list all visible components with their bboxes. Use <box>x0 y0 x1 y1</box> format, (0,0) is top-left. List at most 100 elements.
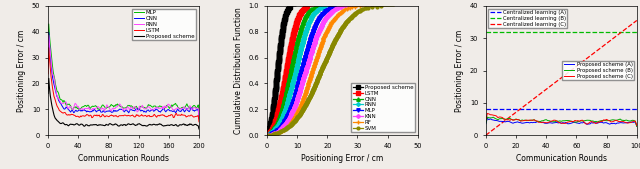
Proposed scheme (C) <box>521 119 529 122</box>
Proposed scheme <box>183 124 191 126</box>
MLP <box>45 23 52 25</box>
Centralized learning (C) <box>520 105 527 107</box>
CNN <box>308 7 316 9</box>
MLP <box>45 35 53 37</box>
LSTM <box>292 21 300 23</box>
Proposed scheme <box>195 128 203 130</box>
CNN <box>321 5 328 7</box>
RNN <box>44 65 52 67</box>
Proposed scheme (B) <box>589 120 597 122</box>
RNN <box>277 119 285 122</box>
KNN <box>319 21 327 23</box>
MLP <box>44 56 52 58</box>
Y-axis label: Cumulative Distribution Function: Cumulative Distribution Function <box>234 7 243 134</box>
Centralized learning (B) <box>552 31 559 33</box>
LSTM <box>301 7 308 9</box>
RNN <box>100 108 108 110</box>
Centralized learning (C) <box>552 81 559 83</box>
MLP <box>326 7 334 9</box>
LSTM <box>195 121 203 123</box>
RNN <box>45 34 52 36</box>
Proposed scheme <box>272 84 280 87</box>
Proposed scheme (A) <box>553 121 561 123</box>
Proposed scheme (B) <box>633 125 640 127</box>
CNN <box>263 134 271 136</box>
LSTM <box>263 134 271 136</box>
Proposed scheme <box>58 122 66 124</box>
SVM <box>297 112 305 114</box>
Proposed scheme (B) <box>553 120 561 122</box>
CNN <box>44 61 52 63</box>
LSTM <box>45 58 53 60</box>
Legend: Centralized learning (A), Centralized learning (B), Centralized learning (C): Centralized learning (A), Centralized le… <box>488 9 568 28</box>
SVM <box>291 119 299 122</box>
RNN <box>58 102 66 104</box>
Centralized learning (B) <box>493 31 500 33</box>
Centralized learning (A) <box>588 108 595 110</box>
RF <box>328 21 335 23</box>
MLP <box>108 104 116 106</box>
Line: Proposed scheme: Proposed scheme <box>48 78 199 129</box>
Centralized learning (B) <box>573 31 580 33</box>
Line: LSTM: LSTM <box>48 48 199 122</box>
RNN <box>263 134 271 136</box>
KNN <box>288 112 296 114</box>
LSTM <box>100 115 108 117</box>
Proposed scheme <box>292 5 300 7</box>
LSTM <box>183 116 191 118</box>
Centralized learning (B) <box>633 31 640 33</box>
SVM <box>311 84 319 87</box>
Proposed scheme (A) <box>521 122 529 124</box>
Proposed scheme <box>280 21 287 23</box>
KNN <box>333 7 340 9</box>
MLP <box>183 103 191 105</box>
Proposed scheme <box>44 92 52 94</box>
Centralized learning (C) <box>595 48 603 50</box>
SVM <box>313 79 321 81</box>
Line: Proposed scheme (B): Proposed scheme (B) <box>486 117 637 126</box>
Centralized learning (A) <box>552 108 559 110</box>
Proposed scheme <box>263 134 271 136</box>
MLP <box>295 79 303 81</box>
LSTM <box>108 115 116 117</box>
CNN <box>108 111 116 113</box>
Proposed scheme (B) <box>574 120 582 123</box>
Line: MLP: MLP <box>48 24 199 115</box>
Proposed scheme (B) <box>494 119 502 121</box>
Line: CNN: CNN <box>48 32 199 118</box>
CNN <box>58 105 66 107</box>
RNN <box>288 84 296 87</box>
Centralized learning (A) <box>520 108 527 110</box>
RF <box>372 5 380 7</box>
Line: CNN: CNN <box>265 4 326 137</box>
RF <box>306 79 314 81</box>
CNN <box>284 84 291 87</box>
KNN <box>351 5 358 7</box>
Proposed scheme (C) <box>596 120 604 122</box>
Proposed scheme <box>108 124 116 126</box>
Centralized learning (A) <box>633 108 640 110</box>
MLP <box>285 112 292 114</box>
MLP <box>127 105 134 107</box>
CNN <box>299 21 307 23</box>
Proposed scheme <box>273 79 280 81</box>
Y-axis label: Positioning Error / cm: Positioning Error / cm <box>455 29 464 112</box>
X-axis label: Communication Rounds: Communication Rounds <box>516 154 607 163</box>
Centralized learning (A) <box>595 108 603 110</box>
RNN <box>108 108 116 110</box>
LSTM <box>45 47 52 49</box>
Centralized learning (B) <box>520 31 527 33</box>
Proposed scheme (C) <box>494 117 502 119</box>
Proposed scheme (C) <box>482 119 490 121</box>
RNN <box>45 43 53 45</box>
MLP <box>58 100 66 102</box>
Line: SVM: SVM <box>266 5 396 137</box>
Line: RNN: RNN <box>48 35 199 118</box>
CNN <box>45 43 53 45</box>
CNN <box>285 79 292 81</box>
Proposed scheme (A) <box>482 123 490 125</box>
CNN <box>275 119 282 122</box>
X-axis label: Positioning Error / cm: Positioning Error / cm <box>301 154 383 163</box>
Line: Proposed scheme: Proposed scheme <box>265 4 298 137</box>
RF <box>344 7 351 9</box>
